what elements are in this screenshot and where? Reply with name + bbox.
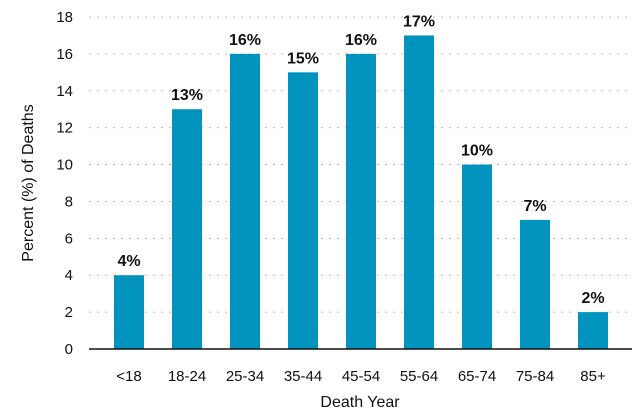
x-tick-label: 18-24 bbox=[168, 368, 206, 385]
bar-18-24 bbox=[172, 109, 202, 349]
data-label: 2% bbox=[581, 290, 604, 307]
bar-85+ bbox=[578, 312, 608, 349]
x-tick-label: 55-64 bbox=[400, 368, 438, 385]
bar-65-74 bbox=[462, 164, 492, 349]
y-tick-label: 4 bbox=[65, 267, 73, 284]
y-tick-label: 8 bbox=[65, 193, 73, 210]
x-tick-label: 25-34 bbox=[226, 368, 264, 385]
data-label: 13% bbox=[171, 87, 203, 104]
bar-<18 bbox=[114, 275, 144, 349]
data-label: 7% bbox=[523, 198, 546, 215]
x-tick-label: 85+ bbox=[580, 368, 606, 385]
bar-45-54 bbox=[346, 53, 376, 350]
bar-75-84 bbox=[520, 219, 550, 349]
bar-25-34 bbox=[230, 53, 260, 350]
data-label: 10% bbox=[461, 143, 493, 160]
y-tick-label: 14 bbox=[56, 83, 73, 100]
data-labels: 4% 13% 16% 15% 16% 17% 10% 7% 2% bbox=[117, 13, 604, 307]
x-axis-title: Death Year bbox=[320, 394, 400, 411]
x-tick-label: 75-84 bbox=[516, 368, 554, 385]
x-tick-label: 45-54 bbox=[342, 368, 380, 385]
bar-35-44 bbox=[288, 72, 318, 349]
y-tick-label: 18 bbox=[56, 9, 73, 26]
bar-55-64 bbox=[404, 35, 434, 349]
y-axis-ticks: 0 2 4 6 8 10 12 14 16 18 bbox=[56, 9, 73, 358]
data-label: 16% bbox=[345, 32, 377, 49]
data-label: 4% bbox=[117, 253, 140, 270]
y-tick-label: 10 bbox=[56, 157, 73, 174]
y-tick-label: 2 bbox=[65, 304, 73, 321]
data-label: 16% bbox=[229, 32, 261, 49]
y-tick-label: 0 bbox=[65, 341, 73, 358]
x-tick-label: <18 bbox=[116, 368, 141, 385]
data-label: 15% bbox=[287, 50, 319, 67]
x-axis-ticks: <18 18-24 25-34 35-44 45-54 55-64 65-74 75-84 85… bbox=[116, 368, 606, 385]
data-label: 17% bbox=[403, 13, 435, 30]
y-tick-label: 6 bbox=[65, 230, 73, 247]
y-tick-label: 12 bbox=[56, 120, 73, 137]
bars bbox=[114, 35, 608, 350]
y-axis-title: Percent (%) of Deaths bbox=[20, 104, 37, 261]
x-tick-label: 35-44 bbox=[284, 368, 322, 385]
y-tick-label: 16 bbox=[56, 46, 73, 63]
x-tick-label: 65-74 bbox=[458, 368, 496, 385]
